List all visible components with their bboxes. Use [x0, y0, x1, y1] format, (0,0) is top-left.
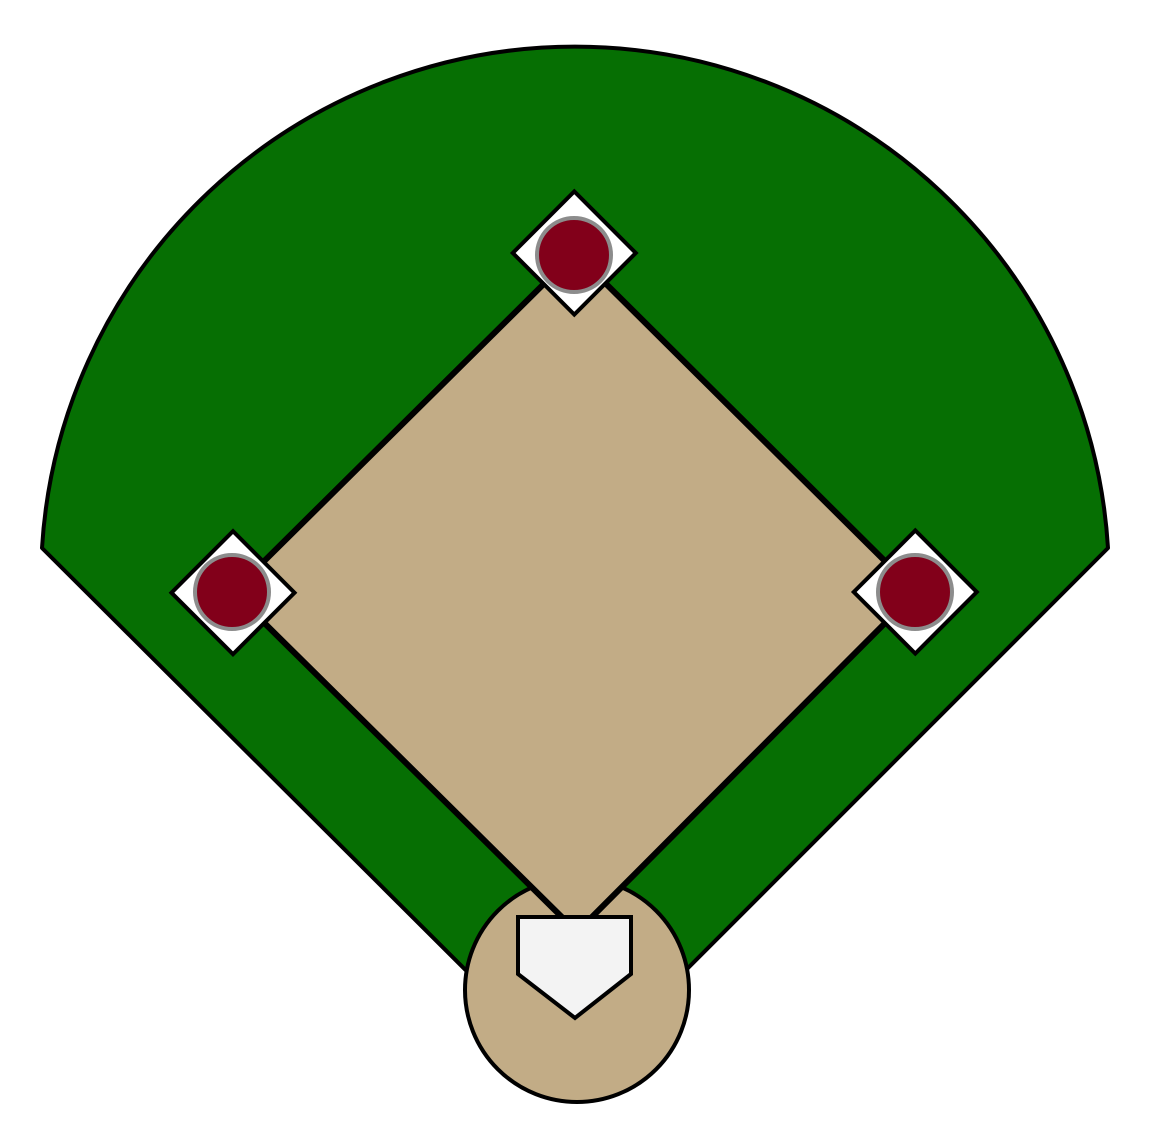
- runner-second-base: [535, 216, 613, 294]
- runner-third-base: [193, 553, 271, 631]
- home-plate: [516, 915, 633, 1021]
- runner-first-base: [876, 553, 954, 631]
